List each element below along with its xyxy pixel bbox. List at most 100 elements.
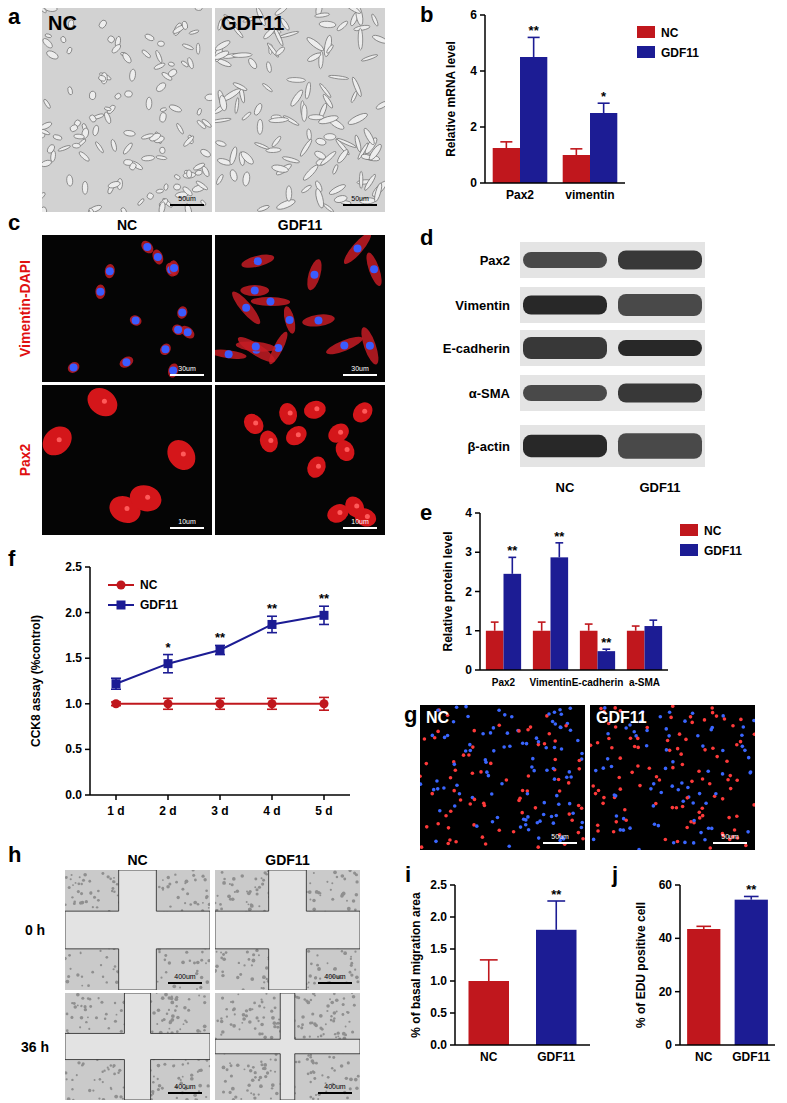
cell: [232, 1008, 235, 1011]
nucleus: [659, 715, 663, 719]
y-tick-label: 2: [465, 585, 472, 599]
x-tick: [323, 795, 325, 800]
nucleus: [690, 721, 694, 725]
y-tick-label: 0.5: [430, 1006, 447, 1020]
nucleus: [632, 730, 636, 734]
cell: [170, 1001, 174, 1005]
cell: [171, 995, 173, 997]
cell: [354, 135, 362, 153]
cell: [251, 1078, 255, 1082]
cell: [346, 1097, 349, 1100]
nucleus: [553, 777, 557, 781]
cell: [102, 1081, 104, 1083]
cell: [222, 881, 226, 885]
nucleus: [723, 717, 727, 721]
nucleus: [576, 739, 580, 743]
cell: [310, 999, 312, 1001]
error-cap: [163, 708, 173, 710]
nucleus: [462, 753, 466, 757]
cell: [120, 1009, 123, 1012]
cell: [81, 975, 83, 977]
cell: [65, 876, 68, 879]
cell: [260, 1061, 262, 1063]
nucleus: [697, 811, 701, 815]
y-tick-label: 0.5: [65, 742, 82, 756]
nucleus: [467, 753, 471, 757]
nucleus: [633, 745, 637, 749]
nucleus: [507, 845, 511, 849]
cell: [114, 1002, 116, 1004]
cell: [203, 1024, 207, 1028]
cell: [205, 94, 212, 101]
legend-label: NC: [140, 578, 158, 592]
cell: [183, 1006, 186, 1009]
image-bg: [42, 8, 212, 212]
cell: [274, 46, 285, 57]
scale-bar: [168, 982, 202, 984]
image: [42, 235, 212, 382]
image: [215, 8, 385, 212]
cell: [319, 21, 336, 28]
cell: [372, 34, 385, 45]
cell: [85, 1021, 87, 1023]
panel-letter: b: [420, 2, 433, 27]
cell: [334, 194, 348, 203]
nucleus: [70, 363, 78, 371]
bar: [520, 57, 547, 183]
y-tick-label: 3: [465, 545, 472, 559]
cell: [352, 995, 356, 999]
y-tick-label: 60: [659, 878, 673, 892]
error-bar: [508, 557, 516, 573]
cell: [307, 986, 309, 988]
cell: [261, 1000, 264, 1003]
cell: [106, 981, 108, 983]
cell: [245, 1009, 248, 1012]
nucleus: [678, 732, 682, 736]
chart: **0.00.51.01.52.02.5NCGDF11% of basal mi…: [409, 878, 590, 1064]
cell: [164, 993, 168, 996]
image: [42, 385, 212, 535]
column-label: GDF11: [639, 480, 680, 495]
cell: [273, 1021, 277, 1025]
cell: [174, 997, 178, 1001]
cell: [60, 36, 67, 44]
nucleus: [454, 840, 458, 844]
cell: [195, 8, 202, 11]
nucleus: [664, 767, 668, 771]
cell: [193, 962, 196, 965]
cell: [189, 29, 199, 35]
cell: [186, 892, 189, 895]
cell: [314, 12, 329, 18]
nucleus: [554, 722, 558, 726]
scale-label: 10um: [351, 518, 369, 525]
nucleus: [520, 811, 524, 815]
nucleus: [735, 814, 739, 818]
cell: [220, 1034, 222, 1036]
nucleus: [648, 766, 652, 770]
nucleus: [555, 794, 559, 798]
nucleus: [127, 481, 165, 515]
nucleus: [698, 792, 702, 796]
nucleus: [436, 730, 440, 734]
cell: [72, 1099, 74, 1100]
significance: **: [507, 543, 518, 558]
cell: [351, 1030, 354, 1033]
nucleus: [554, 814, 558, 818]
cell: [254, 142, 270, 151]
nucleus: [672, 841, 676, 845]
cell: [182, 43, 194, 51]
cell: [169, 905, 171, 907]
wound-gap: [215, 870, 360, 990]
nucleus: [502, 745, 506, 749]
y-tick-label: 0: [665, 1038, 672, 1052]
cell: [324, 134, 336, 140]
cell: [309, 898, 311, 900]
error-bar: [528, 37, 540, 57]
nucleus: [580, 806, 584, 810]
nucleus: [370, 265, 378, 273]
nucleus: [537, 836, 541, 840]
nucleus: [535, 736, 539, 740]
cell: [250, 977, 254, 981]
cell: [162, 879, 164, 881]
cell: [166, 1012, 169, 1015]
